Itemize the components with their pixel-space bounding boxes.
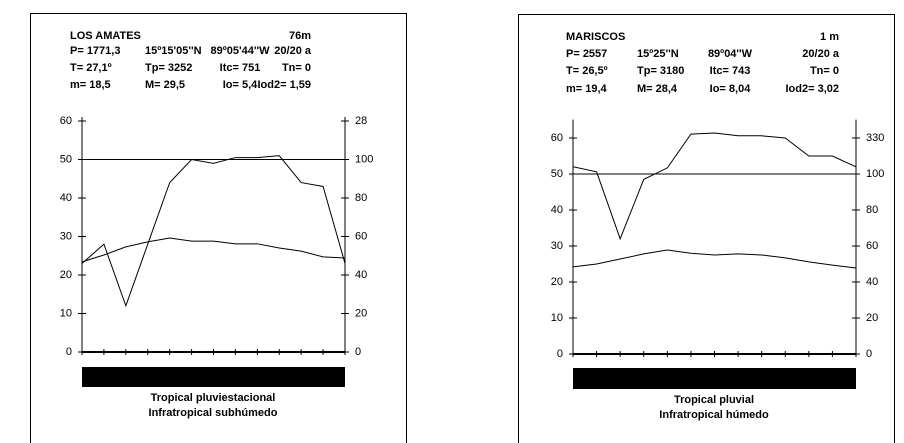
header-text: M= 29,5 [145, 79, 185, 91]
y2-tick-label: 80 [866, 204, 878, 216]
header-text: T= 27,1º [70, 62, 112, 74]
y-tick-label: 60 [60, 115, 72, 127]
header-text: Itc= 743 [710, 65, 751, 77]
header-text: Tp= 3180 [637, 65, 684, 77]
bioclimate-label: Infratropical subhúmedo [149, 407, 278, 419]
y2-tick-label: 330 [866, 132, 884, 144]
y2-tick-label: 0 [866, 348, 872, 360]
header-text: Tn= 0 [282, 62, 311, 74]
header-text: 89º05'44''W [211, 45, 271, 57]
y-tick-label: 30 [60, 230, 72, 242]
y-tick-label: 20 [551, 276, 563, 288]
header-text: Io= 8,04 [710, 83, 752, 95]
data-line [572, 249, 857, 269]
y-tick-label: 10 [551, 312, 563, 324]
y2-tick-label: 60 [355, 230, 367, 242]
header-text: Tp= 3252 [145, 62, 192, 74]
y2-tick-label: 80 [355, 192, 367, 204]
header-text: M= 28,4 [637, 83, 678, 95]
header-text: MARISCOS [566, 31, 625, 43]
y-tick-label: 50 [551, 168, 563, 180]
header-text: Tn= 0 [810, 65, 839, 77]
y2-tick-label: 28 [355, 115, 367, 127]
header-text: Itc= 751 [220, 62, 261, 74]
header-text: P= 1771,3 [70, 45, 120, 57]
y-tick-label: 20 [60, 269, 72, 281]
y2-tick-label: 40 [866, 276, 878, 288]
y-tick-label: 40 [551, 204, 563, 216]
header-text: m= 19,4 [566, 83, 608, 95]
bioclimate-label: Tropical pluviestacional [151, 392, 276, 404]
period-bar [82, 367, 345, 387]
y2-tick-label: 100 [355, 153, 373, 165]
header-text: Iod2= 3,02 [785, 83, 839, 95]
data-line [572, 132, 857, 241]
header-text: Iod2= 1,59 [257, 79, 311, 91]
y-tick-label: 10 [60, 307, 72, 319]
header-text: Io= 5,4 [223, 79, 258, 91]
y-tick-label: 50 [60, 153, 72, 165]
header-text: 1 m [820, 31, 839, 43]
y2-tick-label: 20 [355, 307, 367, 319]
header-text: 20/20 a [274, 45, 312, 57]
y-tick-label: 0 [557, 348, 563, 360]
data-line [81, 155, 346, 308]
header-text: LOS AMATES [70, 30, 141, 42]
header-text: P= 2557 [566, 48, 607, 60]
header-text: T= 26,5º [566, 65, 608, 77]
y2-tick-label: 40 [355, 269, 367, 281]
y2-tick-label: 100 [866, 168, 884, 180]
panel-frame [30, 13, 407, 443]
y-tick-label: 30 [551, 240, 563, 252]
y2-tick-label: 60 [866, 240, 878, 252]
header-text: 76m [289, 30, 311, 42]
period-bar [573, 368, 856, 389]
header-text: 15º25''N [637, 48, 679, 60]
header-text: 15º15'05''N [145, 45, 202, 57]
y2-tick-label: 20 [866, 312, 878, 324]
y-tick-label: 40 [60, 192, 72, 204]
y-tick-label: 60 [551, 132, 563, 144]
header-text: 20/20 a [802, 48, 840, 60]
header-text: m= 18,5 [70, 79, 111, 91]
panel-frame [518, 14, 895, 443]
y2-tick-label: 0 [355, 346, 361, 358]
header-text: 89º04''W [708, 48, 753, 60]
bioclimate-label: Tropical pluvial [674, 394, 754, 406]
y-tick-label: 0 [66, 346, 72, 358]
bioclimate-label: Infratropical húmedo [659, 409, 769, 421]
data-line [81, 237, 346, 263]
